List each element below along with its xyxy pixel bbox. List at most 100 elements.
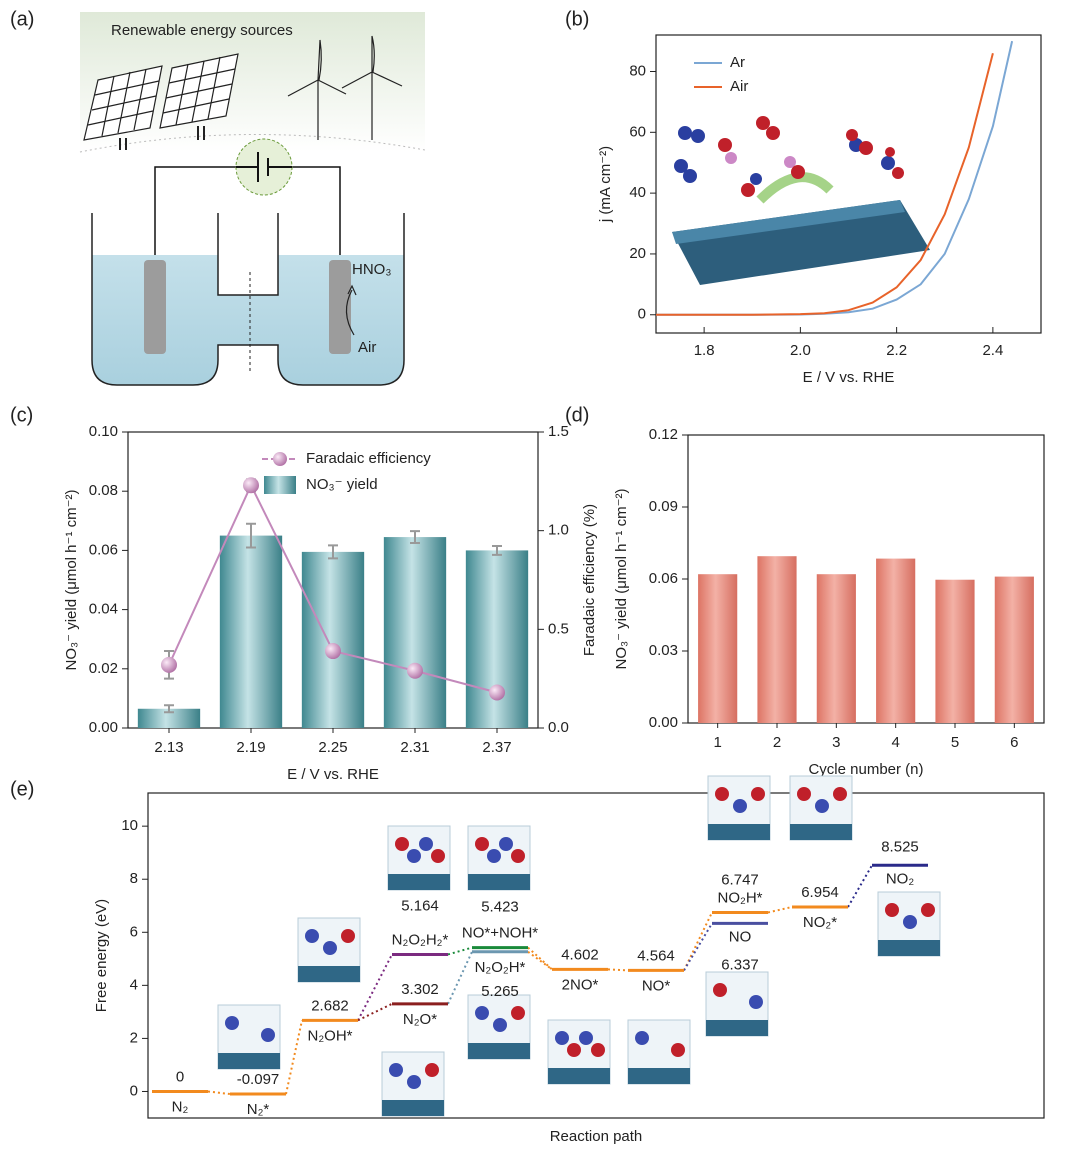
y-tick-label: 10 xyxy=(121,817,138,834)
bar xyxy=(698,574,737,723)
y-tick-label: 0.08 xyxy=(89,482,118,499)
bar xyxy=(817,574,856,723)
y-tick-label: 0.06 xyxy=(649,570,678,587)
level-name: NO₂ xyxy=(886,870,915,887)
connector xyxy=(528,948,552,970)
panel-label: (b) xyxy=(565,8,589,30)
y-tick-label: 0.04 xyxy=(89,601,118,618)
atom xyxy=(487,849,501,863)
atom xyxy=(555,1031,569,1045)
x-tick-label: 2.19 xyxy=(236,739,265,756)
atom xyxy=(903,915,917,929)
y-tick-label: 40 xyxy=(629,184,646,201)
atom xyxy=(715,787,729,801)
surface-slab xyxy=(790,824,852,840)
atom xyxy=(833,787,847,801)
level-value: 5.164 xyxy=(401,897,439,914)
y-tick-label: 60 xyxy=(629,123,646,140)
level-value: -0.097 xyxy=(237,1071,280,1088)
level-value: 2.682 xyxy=(311,997,349,1014)
panel-label: (e) xyxy=(10,778,34,800)
level-value: 3.302 xyxy=(401,981,439,998)
atom xyxy=(323,941,337,955)
level-name: NO₂H* xyxy=(718,889,763,906)
atom xyxy=(395,837,409,851)
atom xyxy=(425,1063,439,1077)
surface-slab xyxy=(628,1068,690,1084)
schematic: Renewable energy sources HNO₃ Air xyxy=(80,12,425,385)
level-name: N₂ xyxy=(172,1098,189,1115)
atom xyxy=(341,929,355,943)
panel-label: (c) xyxy=(10,404,33,426)
level-name: NO* xyxy=(642,977,671,994)
level-name: N₂O₂H* xyxy=(475,959,526,976)
surface-slab xyxy=(708,824,770,840)
y-tick-label: 4 xyxy=(130,976,138,993)
bar xyxy=(876,559,915,723)
connector xyxy=(208,1091,230,1094)
y-tick-label: 0.02 xyxy=(89,660,118,677)
x-tick-label: 2.2 xyxy=(886,342,907,359)
level-value: 0 xyxy=(176,1068,184,1085)
y-tick-label: 8 xyxy=(130,870,138,887)
y-tick-label: 2 xyxy=(130,1029,138,1046)
level-name: N₂* xyxy=(247,1101,270,1118)
connector xyxy=(528,952,552,970)
marker xyxy=(161,657,177,673)
connector xyxy=(286,1020,302,1094)
y-tick-label: 0.12 xyxy=(649,426,678,443)
connector xyxy=(848,865,872,907)
x-tick-label: 2.4 xyxy=(982,342,1003,359)
atom xyxy=(671,1043,685,1057)
atom xyxy=(419,837,433,851)
atom xyxy=(797,787,811,801)
axis-title: E / V vs. RHE xyxy=(287,766,379,783)
level-name: NO*+NOH* xyxy=(462,925,538,942)
legend-label: Faradaic efficiency xyxy=(306,450,431,467)
panel-label: (a) xyxy=(10,8,34,30)
surface-slab xyxy=(878,940,940,956)
atom xyxy=(493,1018,507,1032)
level-name: N₂OH* xyxy=(308,1027,353,1044)
atom xyxy=(261,1028,275,1042)
legend-label: Ar xyxy=(730,54,745,71)
atom xyxy=(431,849,445,863)
x-tick-label: 2.13 xyxy=(154,739,183,756)
surface-slab xyxy=(548,1068,610,1084)
surface-slab xyxy=(298,966,360,982)
plot-frame xyxy=(688,435,1044,723)
bar xyxy=(935,580,974,723)
x-tick-label: 2 xyxy=(773,734,781,751)
atom xyxy=(389,1063,403,1077)
level-value: 4.602 xyxy=(561,946,599,963)
connector xyxy=(358,954,392,1020)
x-tick-label: 2.37 xyxy=(482,739,511,756)
marker xyxy=(325,643,341,659)
atom xyxy=(407,849,421,863)
atom xyxy=(475,1006,489,1020)
axis-title: Free energy (eV) xyxy=(93,899,110,1012)
atom xyxy=(815,799,829,813)
atom xyxy=(713,983,727,997)
axis-title: E / V vs. RHE xyxy=(803,369,895,386)
surface-slab xyxy=(468,874,530,890)
y-tick-label: 0 xyxy=(638,306,646,323)
marker xyxy=(243,477,259,493)
atom xyxy=(225,1016,239,1030)
connector xyxy=(608,969,628,970)
atom xyxy=(733,799,747,813)
connector xyxy=(768,907,792,912)
legend-swatch xyxy=(264,476,296,494)
y-tick-label: 0.09 xyxy=(649,498,678,515)
level-name: N₂O₂H₂* xyxy=(392,931,449,948)
level-value: 6.337 xyxy=(721,956,759,973)
inset-illustration xyxy=(672,116,930,285)
atom xyxy=(407,1075,421,1089)
atom xyxy=(499,837,513,851)
legend-marker xyxy=(273,452,287,466)
level-value: 5.423 xyxy=(481,899,519,916)
y-tick-label: 0.00 xyxy=(649,714,678,731)
y-tick-label: 0.06 xyxy=(89,541,118,558)
atom xyxy=(885,903,899,917)
bar xyxy=(220,536,282,728)
